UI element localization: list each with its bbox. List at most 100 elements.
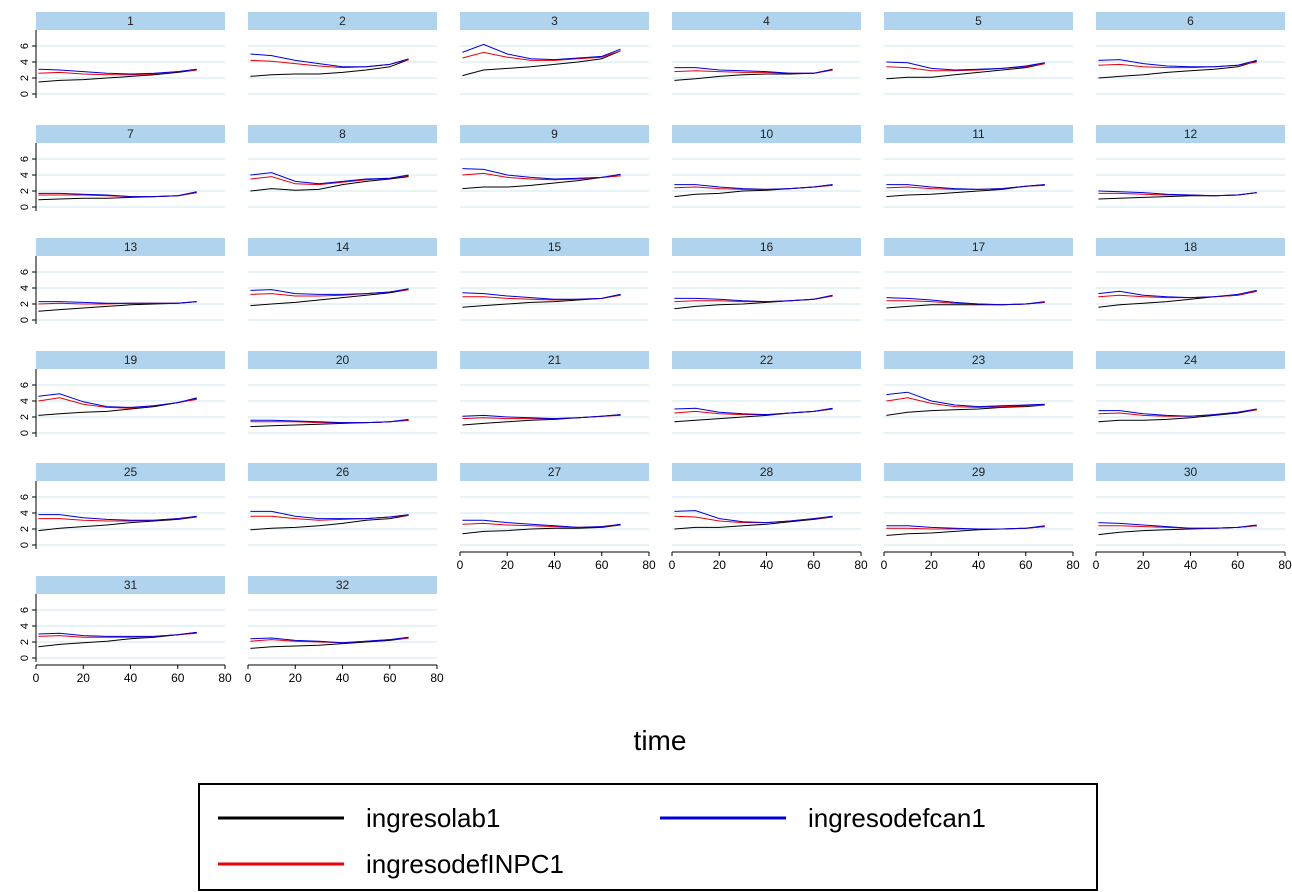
panel-label: 20 [336, 353, 350, 367]
y-tick-label: 2 [19, 639, 31, 645]
panel: 22 [672, 351, 861, 434]
panel-header [248, 238, 437, 256]
x-tick-label: 40 [760, 558, 774, 572]
series-line-ingresodefINPC1 [250, 175, 409, 186]
panel-header [1096, 12, 1285, 30]
panel-label: 5 [975, 14, 982, 28]
panel: 10 [672, 125, 861, 208]
series-line-ingresodefcan1 [462, 414, 621, 420]
x-tick-label: 60 [595, 558, 609, 572]
series-line-ingresodefcan1 [886, 297, 1045, 306]
series-line-ingresodefcan1 [674, 67, 833, 74]
panel-header [36, 12, 225, 30]
series-line-ingresodefcan1 [250, 172, 409, 185]
series-line-ingresodefcan1 [38, 514, 197, 521]
panel: 32 0 20 40 60 80 [245, 576, 444, 685]
panel-header [884, 238, 1073, 256]
series-line-ingresodefcan1 [462, 519, 621, 528]
y-tick-label: 0 [19, 655, 31, 661]
panel: 30 0 20 40 60 80 [1093, 463, 1292, 572]
series-line-ingresolab1 [250, 176, 409, 192]
y-tick-label: 2 [19, 301, 31, 307]
panel: 29 0 20 40 60 80 [881, 463, 1080, 572]
panel-label: 14 [336, 240, 350, 254]
y-tick-label: 6 [19, 43, 31, 49]
series-line-ingresolab1 [886, 404, 1045, 416]
series-line-ingresodefcan1 [250, 288, 409, 295]
x-tick-label: 20 [501, 558, 515, 572]
panel: 16 [672, 238, 861, 321]
panel: 2 [248, 12, 437, 95]
y-tick-label: 0 [19, 317, 31, 323]
panel-label: 2 [339, 14, 346, 28]
panel-header [460, 125, 649, 143]
legend-label: ingresodefcan1 [808, 803, 986, 833]
panel-label: 23 [972, 353, 986, 367]
series-line-ingresolab1 [250, 59, 409, 77]
series-line-ingresodefcan1 [674, 510, 833, 524]
x-tick-label: 0 [669, 558, 676, 572]
x-tick-label: 0 [1093, 558, 1100, 572]
series-line-ingresodefcan1 [1098, 190, 1257, 197]
panel-label: 1 [127, 14, 134, 28]
y-tick-label: 6 [19, 269, 31, 275]
panel-header [248, 351, 437, 369]
series-line-ingresolab1 [250, 289, 409, 307]
panel-header [460, 463, 649, 481]
panel: 17 [884, 238, 1073, 321]
panel: 18 [1096, 238, 1285, 321]
panel-header [884, 351, 1073, 369]
y-tick-label: 2 [19, 188, 31, 194]
series-line-ingresolab1 [38, 516, 197, 532]
x-tick-label: 60 [1019, 558, 1033, 572]
panel-header [460, 351, 649, 369]
y-tick-label: 4 [19, 510, 31, 516]
series-line-ingresolab1 [1098, 409, 1257, 423]
y-tick-label: 0 [19, 430, 31, 436]
panel-header [672, 238, 861, 256]
panel-header [460, 12, 649, 30]
series-line-ingresolab1 [462, 293, 621, 308]
panel-label: 8 [339, 127, 346, 141]
y-tick-label: 4 [19, 285, 31, 291]
panel: 13 0 2 4 6 [19, 238, 225, 324]
panel-label: 9 [551, 127, 558, 141]
panel-header [672, 12, 861, 30]
series-line-ingresodefcan1 [462, 168, 621, 180]
panel: 14 [248, 238, 437, 321]
panel-header [884, 125, 1073, 143]
panel-header [672, 463, 861, 481]
panel-header [1096, 351, 1285, 369]
series-line-ingresolab1 [462, 50, 621, 77]
panel-header [36, 238, 225, 256]
series-line-ingresodefcan1 [250, 636, 409, 644]
y-tick-label: 4 [19, 623, 31, 629]
series-line-ingresodefcan1 [462, 43, 621, 61]
x-tick-label: 80 [430, 671, 444, 685]
series-line-ingresodefINPC1 [250, 59, 409, 69]
y-tick-label: 2 [19, 414, 31, 420]
panel: 28 0 20 40 60 80 [669, 463, 868, 572]
panel: 21 [460, 351, 649, 434]
panel-label: 32 [336, 578, 350, 592]
panel-header [248, 576, 437, 594]
series-line-ingresodefcan1 [38, 191, 197, 198]
panel-label: 31 [124, 578, 138, 592]
y-tick-label: 6 [19, 382, 31, 388]
panel-label: 13 [124, 240, 138, 254]
series-line-ingresodefcan1 [1098, 289, 1257, 299]
series-line-ingresodefcan1 [1098, 408, 1257, 417]
series-line-ingresolab1 [250, 637, 409, 649]
legend-label: ingresolab1 [366, 803, 500, 833]
panel-label: 29 [972, 465, 986, 479]
panel-label: 19 [124, 353, 138, 367]
series-line-ingresodefcan1 [674, 294, 833, 303]
series-line-ingresodefINPC1 [462, 294, 621, 301]
panel: 9 [460, 125, 649, 208]
x-tick-label: 20 [77, 671, 91, 685]
panel-header [36, 463, 225, 481]
y-tick-label: 4 [19, 59, 31, 65]
series-line-ingresolab1 [462, 524, 621, 535]
panel-label: 24 [1184, 353, 1198, 367]
